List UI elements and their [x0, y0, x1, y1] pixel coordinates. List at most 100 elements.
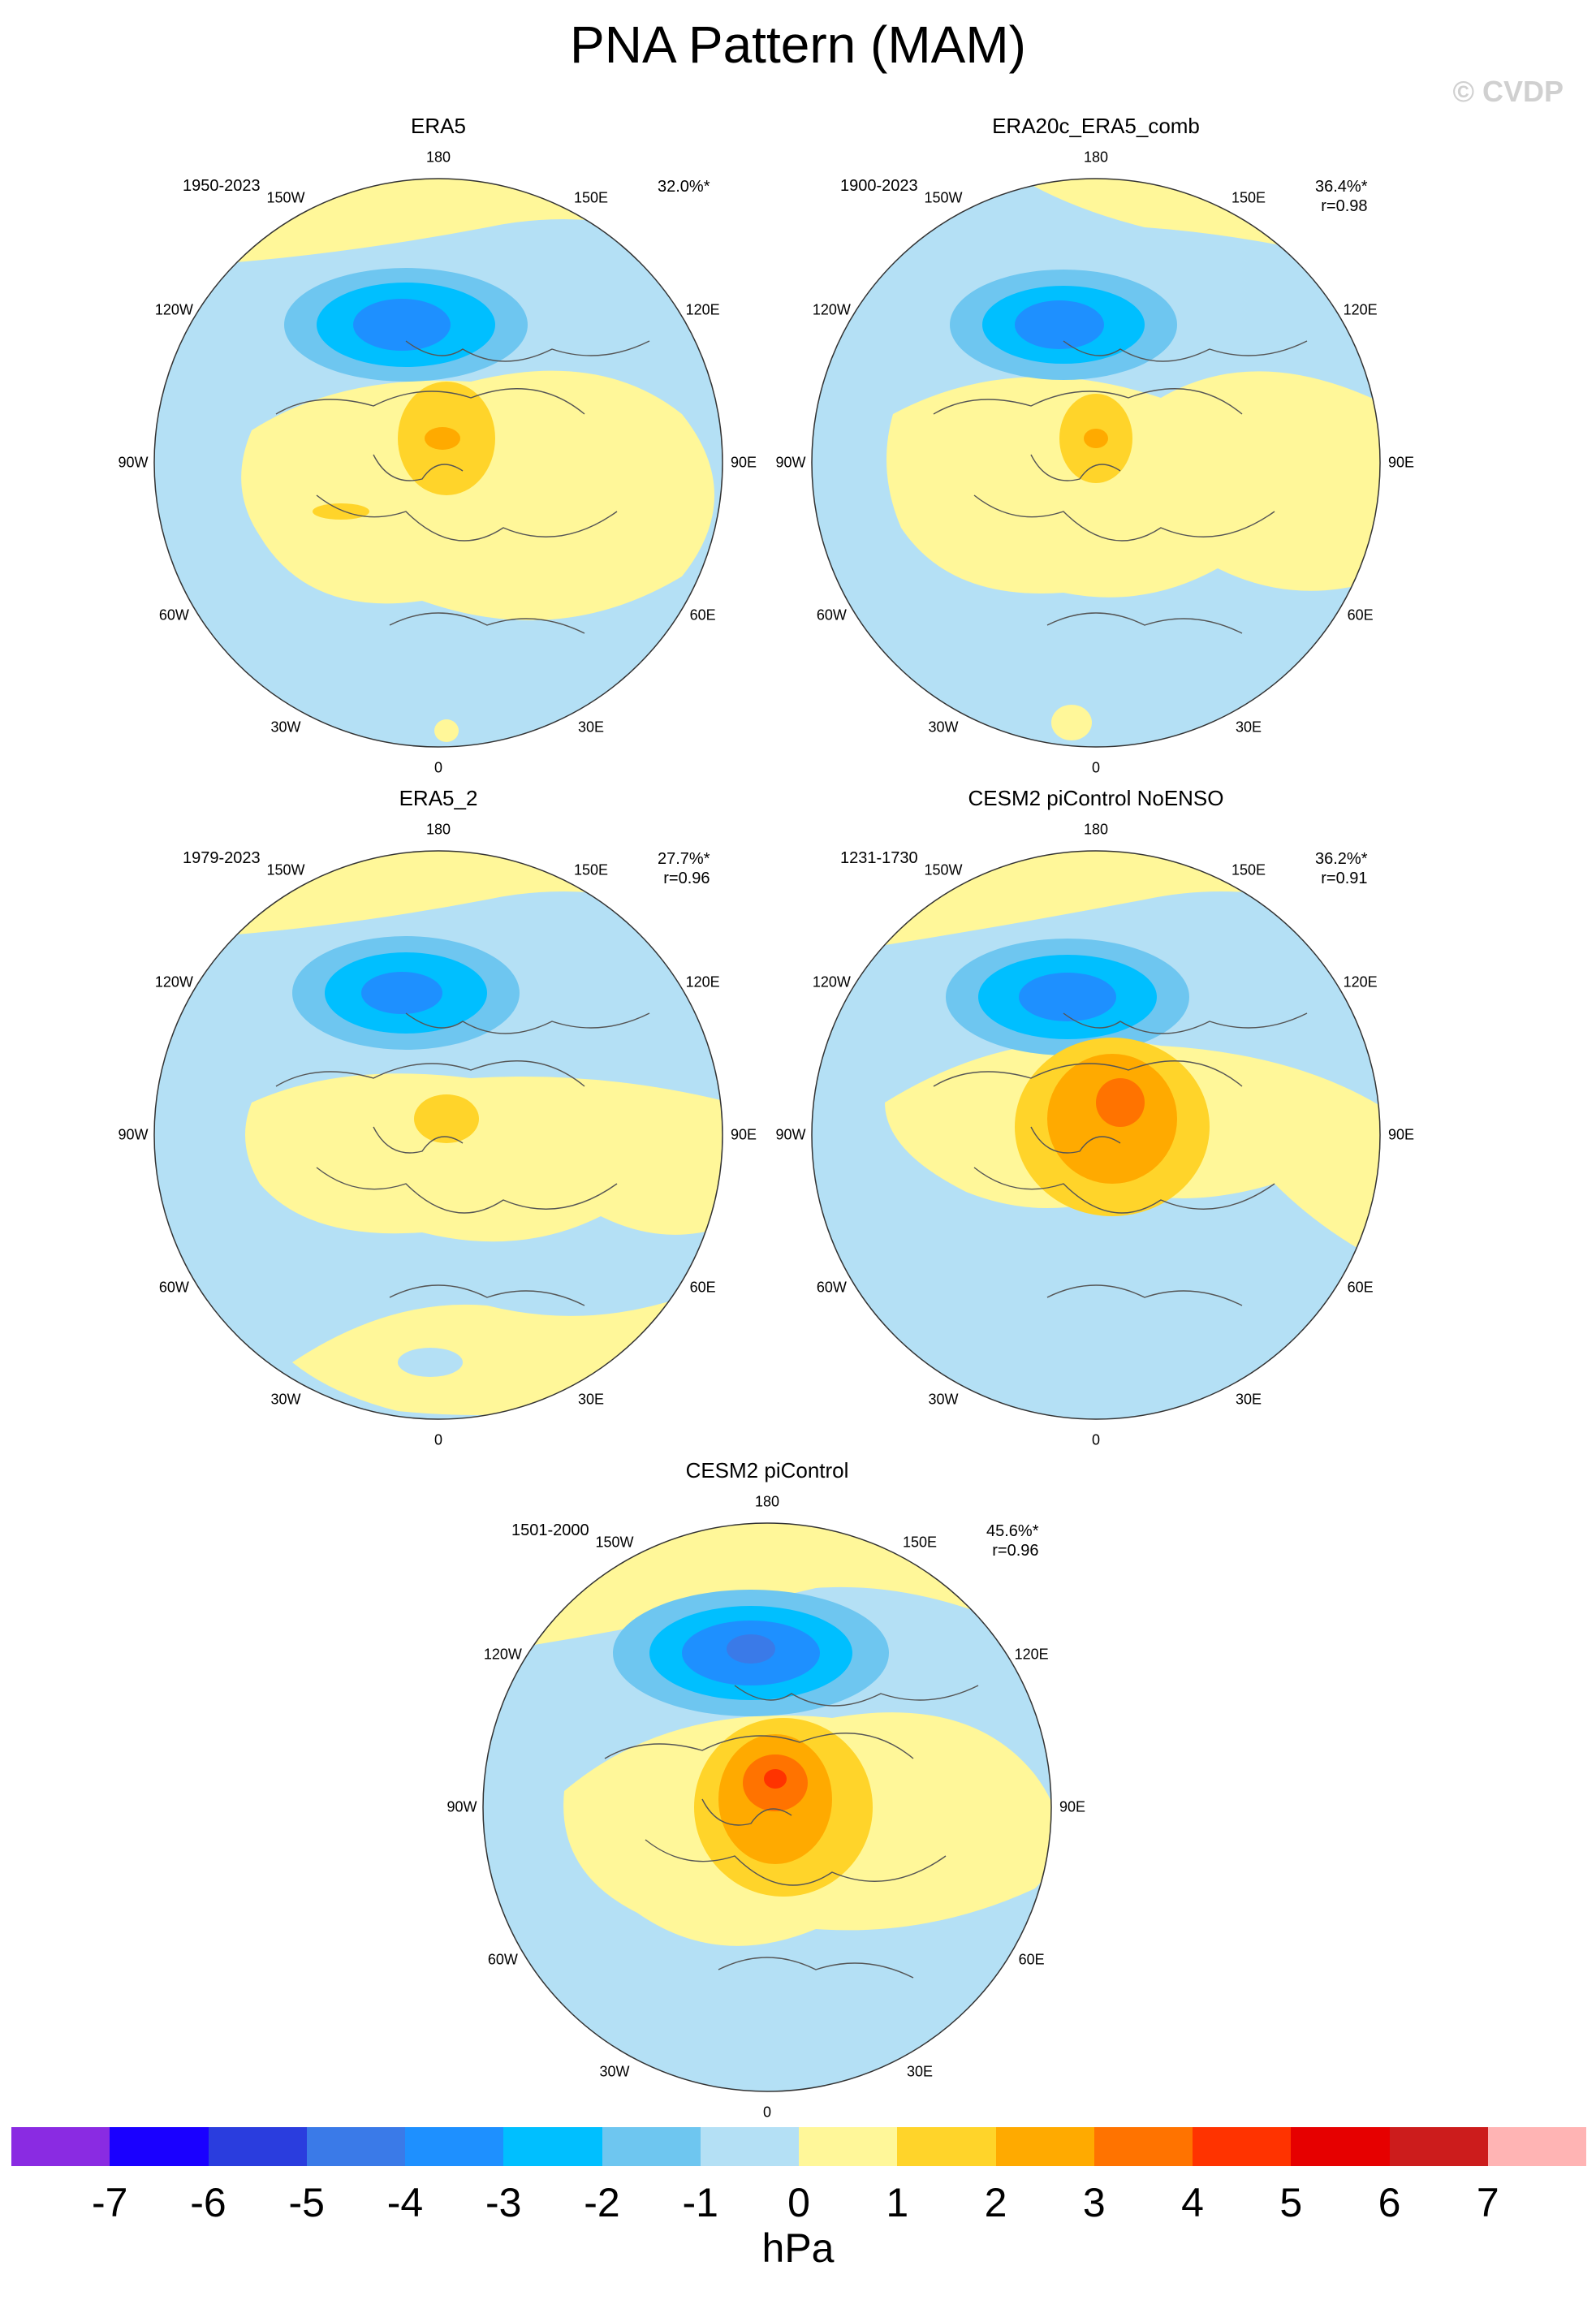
- map-panel: ERA5_2 180 150E 120E 90E 60E 30E 0 30W 60W 90W 120W…: [73, 786, 804, 1448]
- longitude-label: 90E: [730, 454, 757, 471]
- map-border: [811, 850, 1381, 1420]
- colorbar-cell: [110, 2127, 209, 2166]
- longitude-label: 90W: [775, 454, 806, 471]
- coastline: [1063, 340, 1308, 362]
- longitude-label: 90W: [118, 1126, 149, 1143]
- pattern-correlation: r=0.96: [992, 1542, 1039, 1560]
- longitude-label: 150E: [573, 861, 609, 878]
- longitude-label: 180: [754, 1493, 780, 1510]
- longitude-label: 90W: [446, 1798, 477, 1815]
- variance-stats: 27.7%* r=0.96: [658, 849, 710, 888]
- longitude-label: 30W: [599, 2063, 630, 2080]
- colorbar-cell: [1389, 2127, 1488, 2166]
- longitude-label: 90E: [730, 1126, 757, 1143]
- longitude-label: 0: [1091, 759, 1101, 776]
- longitude-label: 60E: [689, 606, 716, 624]
- variance-stats: 32.0%*: [658, 177, 710, 196]
- anomaly-contour: [313, 503, 369, 520]
- longitude-label: 60E: [1347, 606, 1374, 624]
- colorbar-tick-label: 0: [787, 2180, 810, 2225]
- longitude-label: 180: [1083, 149, 1109, 166]
- coastline: [373, 454, 464, 481]
- colorbar: [11, 2127, 1586, 2166]
- anomaly-contour: [154, 851, 723, 940]
- pattern-correlation: r=0.98: [1321, 197, 1368, 215]
- longitude-label: 0: [1091, 1431, 1101, 1448]
- longitude-label: 0: [434, 759, 443, 776]
- colorbar-tick-label: 1: [886, 2180, 909, 2225]
- longitude-label: 150W: [266, 861, 305, 878]
- longitude-label: 120W: [812, 973, 851, 990]
- copyright-label: © CVDP: [1452, 75, 1564, 108]
- longitude-label: 0: [434, 1431, 443, 1448]
- longitude-label: 180: [1083, 821, 1109, 838]
- colorbar-tick-label: 5: [1279, 2180, 1303, 2225]
- map-border: [482, 1522, 1052, 2092]
- colorbar-tick-label: -4: [386, 2180, 424, 2225]
- longitude-label: 30E: [1235, 1391, 1262, 1408]
- anomaly-contour: [1019, 973, 1116, 1021]
- coastline: [316, 494, 618, 542]
- anomaly-contour: [727, 1634, 775, 1664]
- coastline: [405, 340, 650, 362]
- colorbar-tick-label: -7: [92, 2180, 128, 2225]
- longitude-label: 30W: [270, 1391, 301, 1408]
- longitude-label: 120W: [483, 1646, 522, 1663]
- longitude-label: 120E: [1343, 973, 1378, 990]
- anomaly-contour: [886, 371, 1380, 598]
- anomaly-contour: [1051, 705, 1092, 740]
- colorbar-tick-label: -5: [288, 2180, 325, 2225]
- period-label: 1900-2023: [840, 177, 918, 195]
- map-panel: CESM2 piControl NoENSO 180 150E 120E 90E 60E 3…: [731, 786, 1461, 1448]
- polar-map: [811, 178, 1381, 748]
- polar-map: [153, 850, 723, 1420]
- panel-title: ERA20c_ERA5_comb: [992, 114, 1200, 138]
- coastline: [933, 388, 1243, 415]
- colorbar-cell: [700, 2127, 799, 2166]
- anomaly-contour: [414, 1094, 479, 1143]
- longitude-label: 120W: [154, 973, 193, 990]
- colorbar-tick-label: 6: [1378, 2180, 1401, 2225]
- panel-title: ERA5: [411, 114, 466, 138]
- coastline: [1030, 1126, 1121, 1154]
- percent-variance: 27.7%*: [658, 850, 710, 868]
- anomaly-contour: [353, 299, 451, 351]
- coastline: [389, 1284, 585, 1306]
- coastline: [973, 494, 1275, 542]
- colorbar-cell: [306, 2127, 405, 2166]
- anomaly-contour: [764, 1769, 787, 1789]
- longitude-label: 30W: [928, 1391, 959, 1408]
- colorbar-tick-label: -6: [190, 2180, 226, 2225]
- period-label: 1950-2023: [183, 177, 261, 195]
- percent-variance: 32.0%*: [658, 178, 710, 196]
- longitude-label: 180: [425, 149, 451, 166]
- colorbar-tick-label: -1: [682, 2180, 718, 2225]
- colorbar-cell: [995, 2127, 1094, 2166]
- percent-variance: 36.4%*: [1315, 178, 1368, 196]
- percent-variance: 45.6%*: [986, 1522, 1039, 1540]
- panel-title: CESM2 piControl NoENSO: [968, 786, 1224, 810]
- longitude-label: 90E: [1387, 454, 1415, 471]
- variance-stats: 36.4%* r=0.98: [1315, 177, 1368, 216]
- longitude-label: 60E: [1347, 1279, 1374, 1296]
- longitude-label: 150E: [573, 189, 609, 206]
- anomaly-contour: [434, 719, 459, 742]
- map-border: [153, 178, 723, 748]
- longitude-label: 120E: [685, 301, 720, 318]
- colorbar-cell: [503, 2127, 602, 2166]
- longitude-label: 150W: [924, 861, 963, 878]
- longitude-label: 150W: [924, 189, 963, 206]
- polar-map: [482, 1522, 1052, 2092]
- longitude-label: 60W: [816, 1279, 847, 1296]
- percent-variance: 36.2%*: [1315, 850, 1368, 868]
- colorbar-tick-label: 3: [1082, 2180, 1106, 2225]
- coastline: [275, 1060, 585, 1087]
- longitude-label: 30E: [577, 719, 605, 736]
- map-panel: ERA20c_ERA5_comb 180 150E 120E 90E 60E 30E 0 30W…: [731, 114, 1461, 776]
- anomaly-contour: [483, 1523, 1051, 1653]
- anomaly-contour: [398, 1348, 463, 1377]
- colorbar-tick-label: 7: [1476, 2180, 1499, 2225]
- longitude-label: 150E: [1231, 189, 1266, 206]
- colorbar-cell: [208, 2127, 307, 2166]
- anomaly-contour: [1096, 1078, 1145, 1127]
